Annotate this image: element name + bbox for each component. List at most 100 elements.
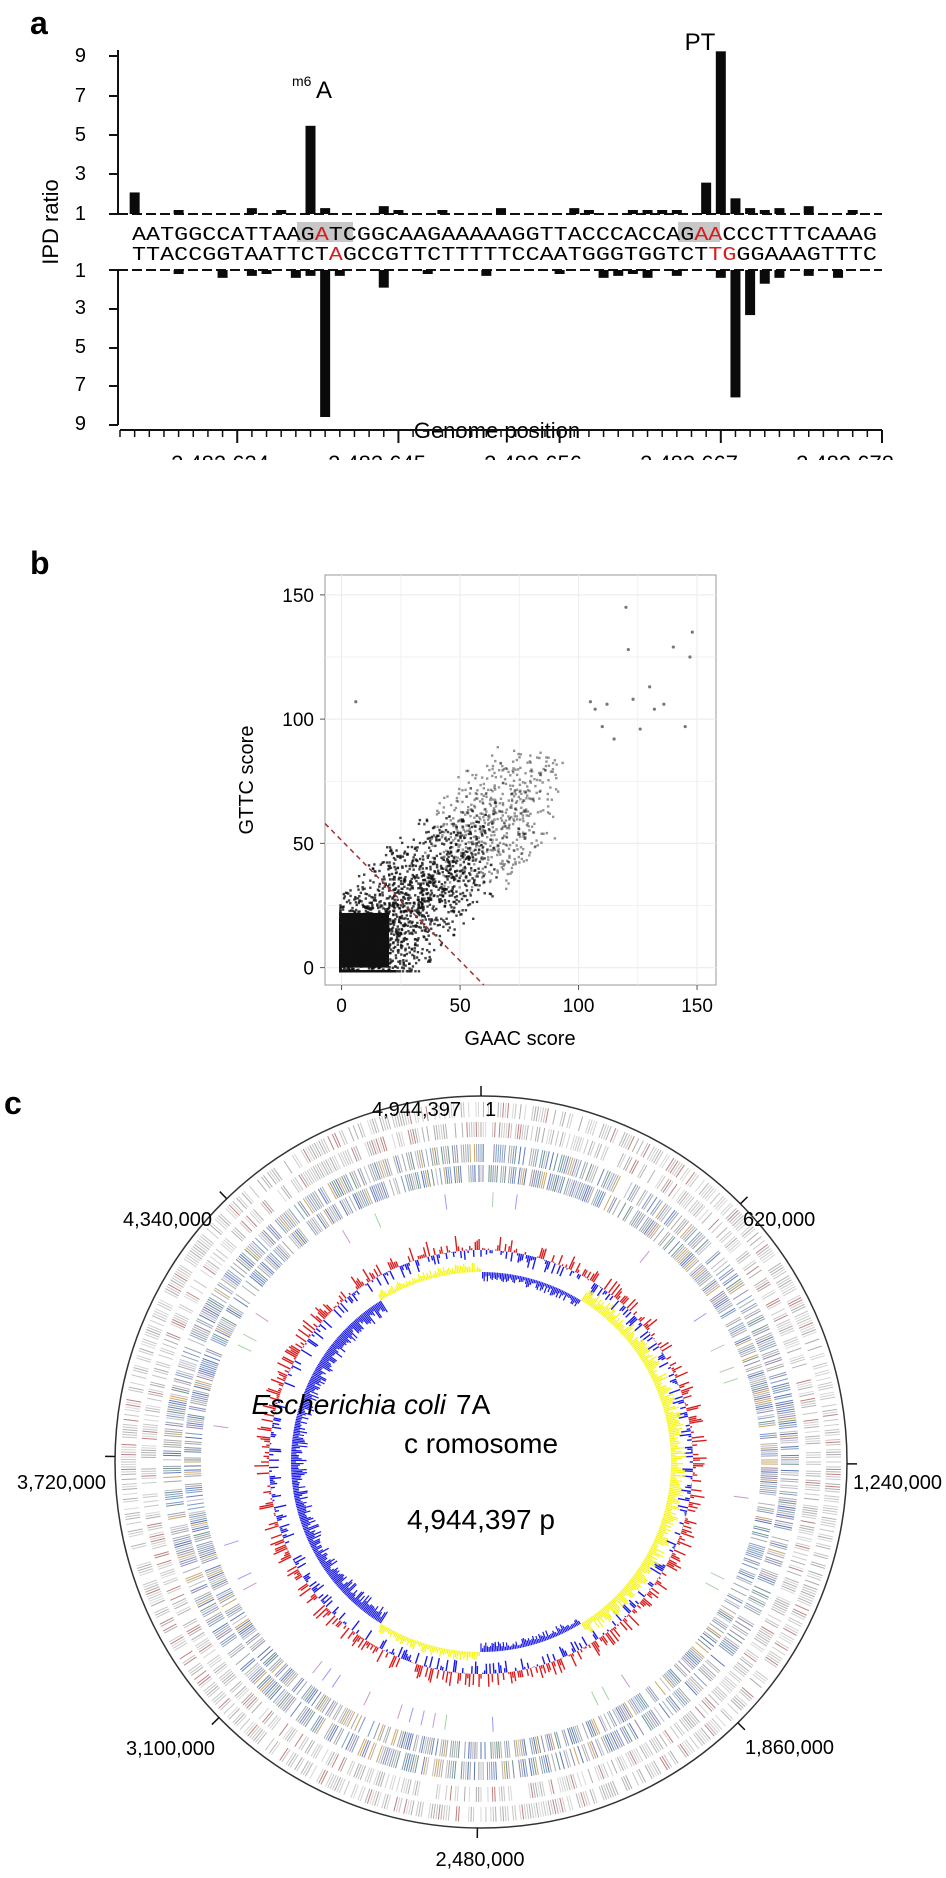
data-point xyxy=(403,905,405,907)
y-tick-label: 7 xyxy=(75,85,86,107)
data-point xyxy=(409,880,411,882)
data-point xyxy=(372,867,374,869)
data-point xyxy=(516,839,518,841)
data-point xyxy=(505,836,507,838)
data-point xyxy=(529,780,531,782)
data-point xyxy=(476,875,478,877)
data-point xyxy=(513,820,515,822)
ipd-bar-top xyxy=(745,208,755,214)
data-point xyxy=(393,883,395,885)
data-point xyxy=(402,961,404,963)
data-point xyxy=(379,916,381,918)
data-point xyxy=(478,884,480,886)
data-point xyxy=(473,843,475,845)
data-point xyxy=(545,756,547,758)
data-point xyxy=(462,879,464,881)
data-point xyxy=(529,754,531,756)
data-point xyxy=(484,892,486,894)
data-point xyxy=(526,824,528,826)
data-point xyxy=(404,932,406,934)
data-point xyxy=(352,933,354,935)
data-point xyxy=(484,832,486,834)
data-point xyxy=(341,946,343,948)
data-point xyxy=(453,911,455,913)
data-point xyxy=(549,786,551,788)
data-point xyxy=(359,940,361,942)
data-point xyxy=(364,906,366,908)
data-point xyxy=(502,851,504,853)
data-point xyxy=(367,953,369,955)
data-point xyxy=(401,892,403,894)
data-point xyxy=(363,920,365,922)
data-point xyxy=(446,853,448,855)
data-point xyxy=(374,952,376,954)
data-point xyxy=(455,828,457,830)
data-point xyxy=(404,949,406,951)
data-point xyxy=(533,823,535,825)
data-point xyxy=(413,902,415,904)
data-point xyxy=(522,835,524,837)
data-point xyxy=(511,871,513,873)
data-point xyxy=(494,799,496,801)
data-point xyxy=(508,827,510,829)
data-point xyxy=(383,902,385,904)
data-point xyxy=(442,926,444,928)
data-point xyxy=(386,938,388,940)
data-point xyxy=(522,848,524,850)
data-point xyxy=(438,802,440,804)
data-point xyxy=(461,789,463,791)
data-point xyxy=(458,886,460,888)
data-point xyxy=(455,844,457,846)
data-point xyxy=(534,846,536,848)
data-point xyxy=(524,772,526,774)
data-point xyxy=(519,767,521,769)
data-point xyxy=(349,895,351,897)
outlier-point xyxy=(594,708,597,711)
data-point xyxy=(474,853,476,855)
data-point xyxy=(403,852,405,854)
data-point xyxy=(410,912,412,914)
data-point xyxy=(379,956,381,958)
data-point xyxy=(514,793,516,795)
data-point xyxy=(376,944,378,946)
data-point xyxy=(399,873,401,875)
data-point xyxy=(439,901,441,903)
data-point xyxy=(508,857,510,859)
data-point xyxy=(473,836,475,838)
data-point xyxy=(398,919,400,921)
data-point xyxy=(477,852,479,854)
data-point xyxy=(466,851,468,853)
data-point xyxy=(492,826,494,828)
y-tick-label: 1 xyxy=(75,260,86,282)
data-point xyxy=(393,866,395,868)
data-point xyxy=(460,913,462,915)
data-point xyxy=(502,814,504,816)
data-point xyxy=(552,768,554,770)
data-point xyxy=(493,807,495,809)
data-point xyxy=(443,851,445,853)
m6a-label: A xyxy=(316,77,332,104)
data-point xyxy=(367,935,369,937)
genome-species: Escherichia coli xyxy=(251,1389,446,1420)
data-point xyxy=(512,767,514,769)
data-point xyxy=(382,861,384,863)
data-point xyxy=(442,858,444,860)
data-point xyxy=(443,856,445,858)
data-point xyxy=(505,819,507,821)
data-point xyxy=(450,910,452,912)
data-point xyxy=(471,774,473,776)
data-point xyxy=(506,860,508,862)
data-point xyxy=(514,861,516,863)
data-point xyxy=(412,887,414,889)
data-point xyxy=(429,896,431,898)
data-point xyxy=(442,874,444,876)
data-point xyxy=(455,903,457,905)
data-point xyxy=(437,924,439,926)
data-point xyxy=(381,925,383,927)
data-point xyxy=(501,862,503,864)
tick-label-2480000: 2,480,000 xyxy=(436,1849,525,1871)
data-point xyxy=(374,870,376,872)
data-point xyxy=(428,847,430,849)
data-point xyxy=(451,920,453,922)
data-point xyxy=(371,904,373,906)
